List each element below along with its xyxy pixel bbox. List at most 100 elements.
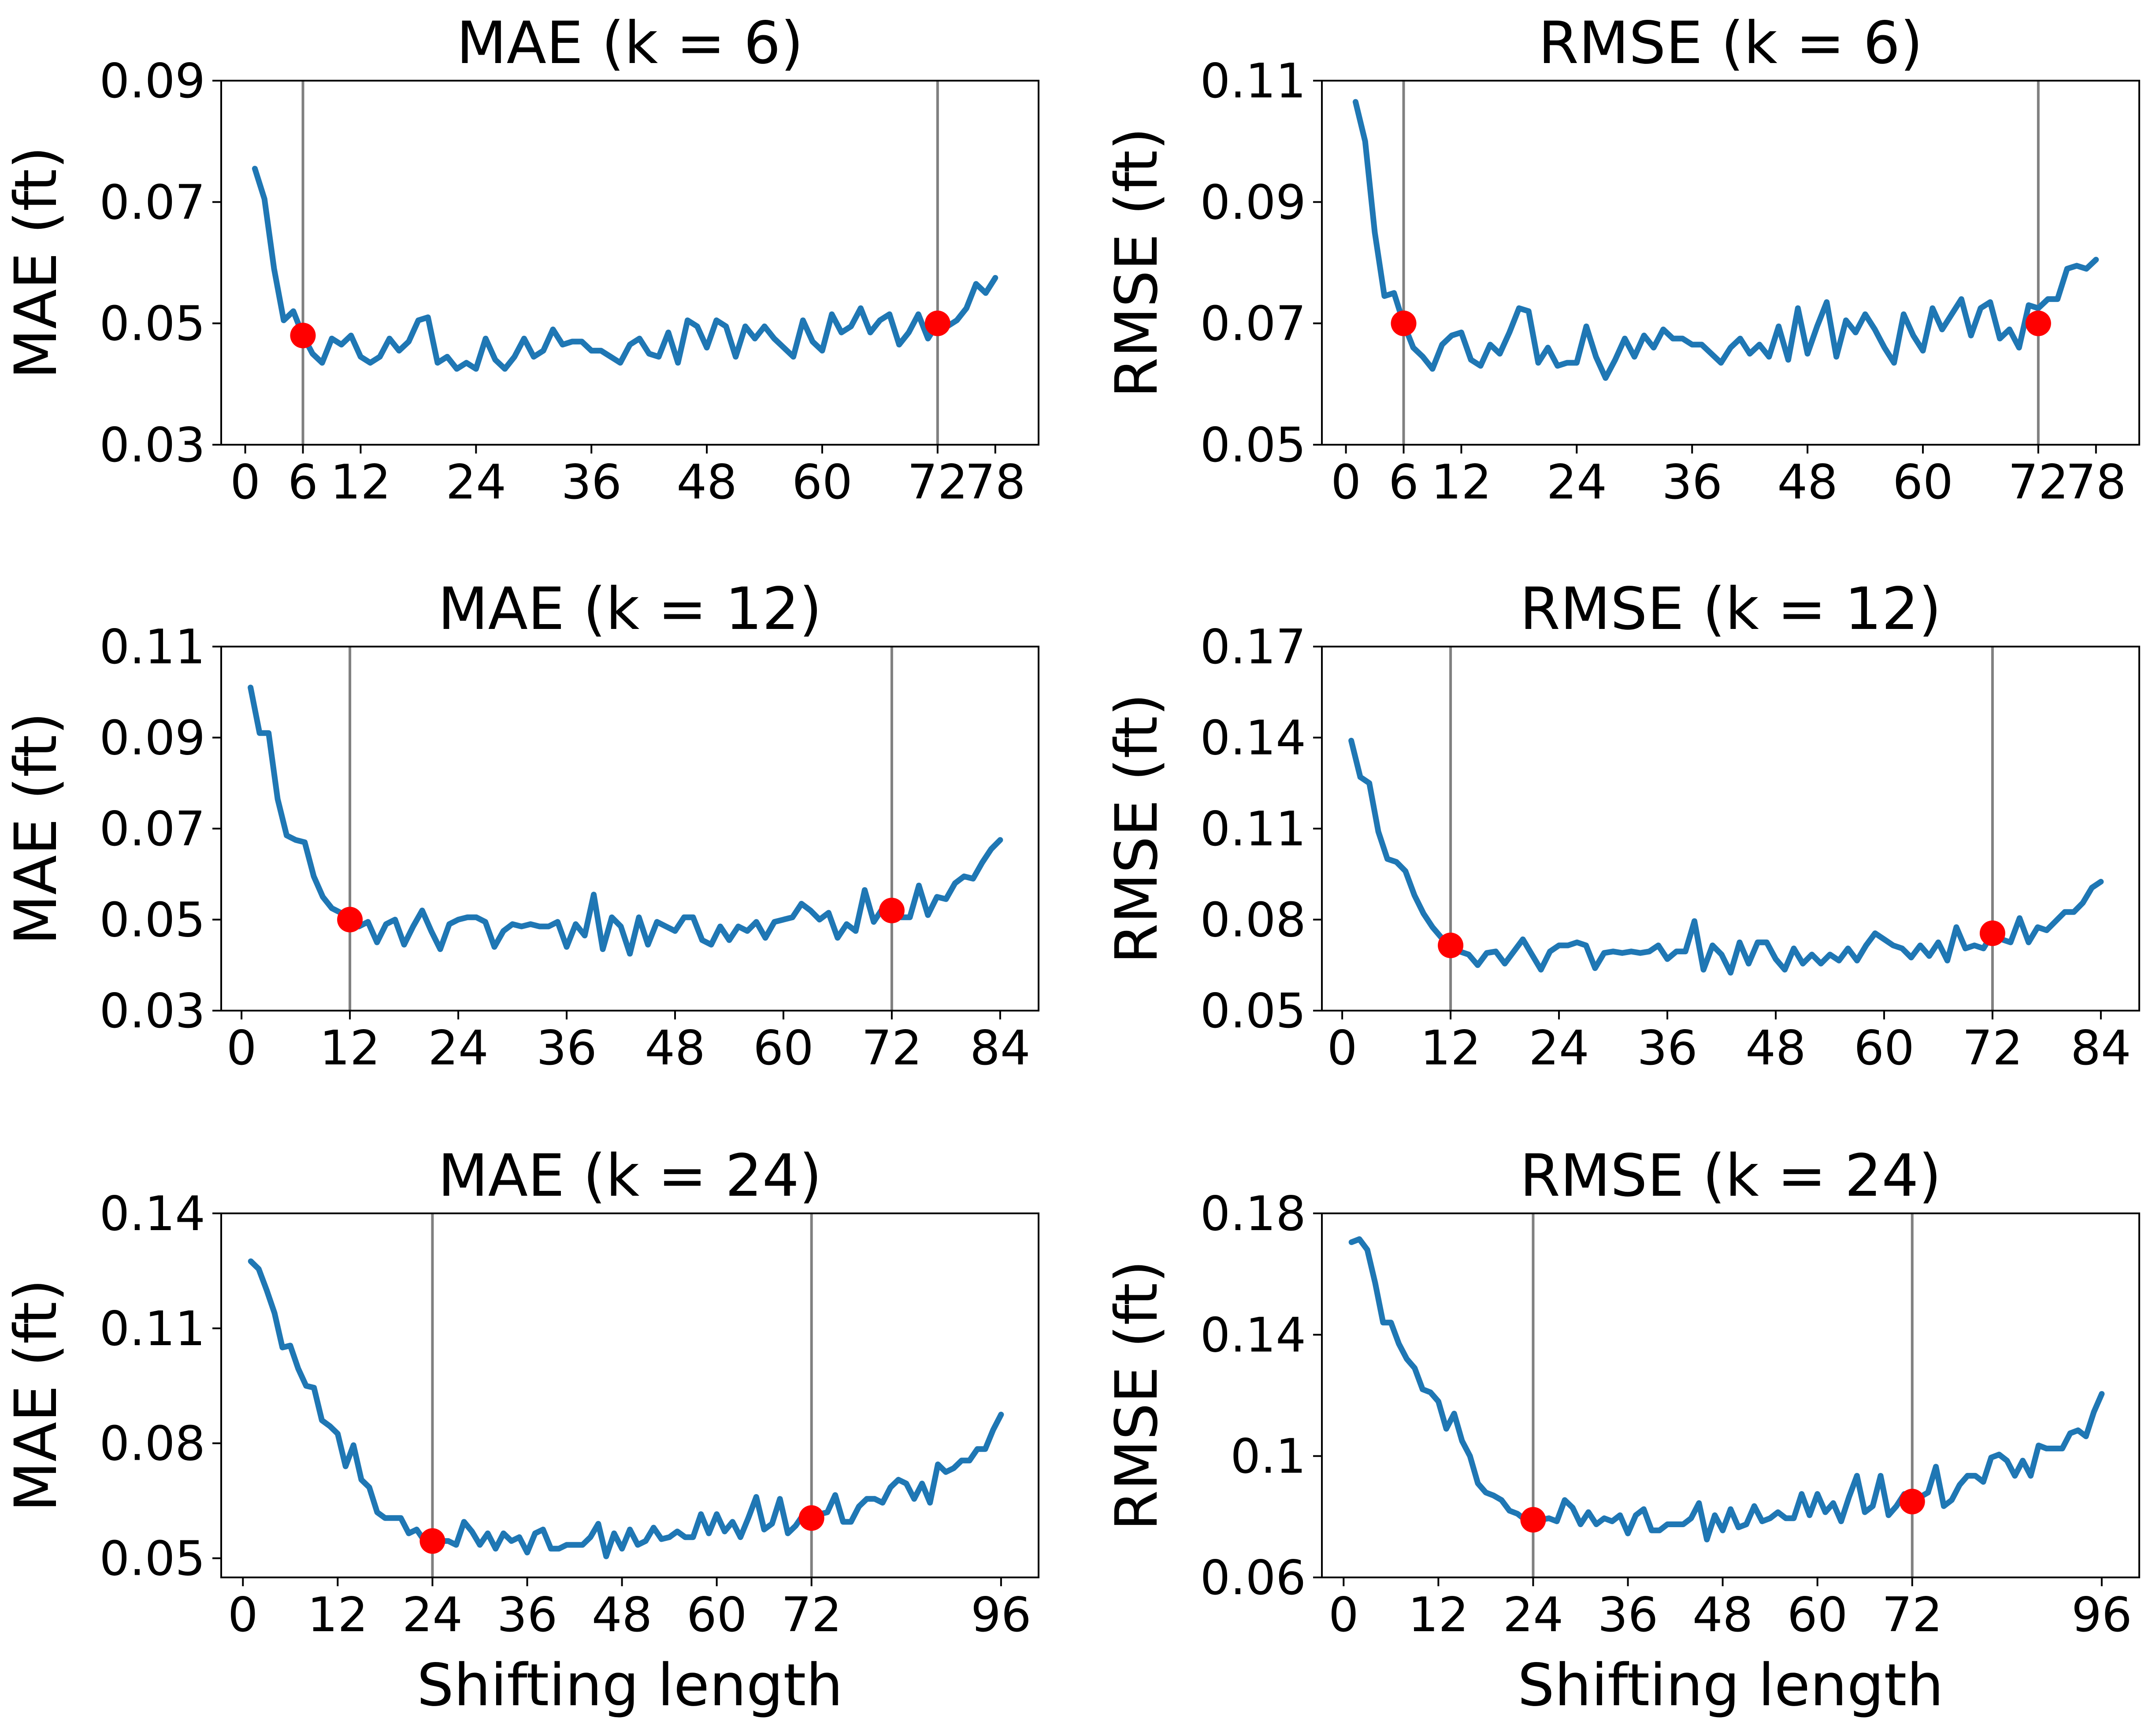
x-tick-label: 36	[536, 1021, 597, 1076]
x-tick-label: 60	[1787, 1588, 1848, 1643]
y-axis-label: RMSE (ft)	[1103, 127, 1171, 398]
y-tick-label: 0.1	[1230, 1429, 1306, 1484]
y-tick-label: 0.14	[100, 1186, 205, 1242]
x-tick-label: 48	[1745, 1021, 1806, 1076]
y-tick-label: 0.17	[1200, 620, 1306, 675]
x-tick-label: 60	[792, 455, 852, 510]
axes-frame	[1321, 80, 2140, 446]
x-tick-label: 12	[1408, 1588, 1469, 1643]
highlight-marker	[1979, 920, 2005, 946]
x-tick-label: 96	[2071, 1588, 2132, 1643]
y-tick-label: 0.05	[100, 1532, 205, 1587]
x-tick-label: 0	[228, 1588, 258, 1643]
highlight-marker	[1899, 1488, 1925, 1514]
y-tick-label: 0.11	[100, 620, 205, 675]
x-tick-label: 36	[1598, 1588, 1658, 1643]
x-tick-label: 78	[2066, 455, 2126, 510]
y-tick-label: 0.05	[1200, 984, 1306, 1039]
y-tick-label: 0.07	[100, 175, 205, 230]
chart-title: MAE (k = 12)	[438, 575, 822, 643]
x-tick-label: 0	[230, 455, 260, 510]
x-tick-label: 0	[1328, 1588, 1359, 1643]
y-tick-label: 0.03	[100, 418, 205, 473]
y-tick-label: 0.05	[100, 297, 205, 352]
highlight-marker	[290, 323, 316, 349]
y-tick-label: 0.05	[100, 893, 205, 948]
y-tick-label: 0.18	[1200, 1186, 1306, 1242]
series-line	[248, 1258, 1004, 1559]
chart-panel-6: 0 12 24 36 48 60 72 96 0.06 0.1 0.14 0.18 RMSE (k = …	[1103, 1142, 2140, 1719]
x-tick-label: 48	[1777, 455, 1837, 510]
y-axis-label: RMSE (ft)	[1103, 693, 1171, 964]
y-tick-label: 0.07	[100, 802, 205, 857]
x-tick-label: 48	[1692, 1588, 1753, 1643]
x-tick-label: 60	[1893, 455, 1953, 510]
series-line	[252, 166, 998, 372]
chart-title: MAE (k = 24)	[438, 1142, 822, 1210]
x-tick-label: 6	[1388, 455, 1419, 510]
axes-frame	[220, 80, 1039, 446]
x-tick-label: 24	[1529, 1021, 1589, 1076]
x-tick-label: 6	[288, 455, 318, 510]
x-tick-label: 0	[1327, 1021, 1358, 1076]
x-tick-label: 72	[781, 1588, 842, 1643]
x-tick-label: 12	[1420, 1021, 1481, 1076]
highlight-marker	[879, 897, 905, 923]
highlight-marker	[1438, 933, 1464, 959]
chart-panel-4: 0 12 24 36 48 60 72 84 0.05 0.08 0.11 0.14 0.17 RMSE …	[1103, 575, 2140, 1076]
x-tick-label: 36	[561, 455, 621, 510]
y-axis-label: MAE (ft)	[2, 1279, 70, 1512]
x-tick-label: 24	[1547, 455, 1607, 510]
y-axis-label: MAE (ft)	[2, 146, 70, 379]
y-tick-label: 0.11	[100, 1302, 205, 1357]
x-tick-label: 60	[753, 1021, 813, 1076]
highlight-marker	[798, 1505, 824, 1531]
x-tick-label: 24	[446, 455, 506, 510]
y-tick-label: 0.09	[100, 711, 205, 766]
series-line	[1348, 1236, 2105, 1543]
y-axis-label: MAE (ft)	[2, 712, 70, 945]
y-axis-label: RMSE (ft)	[1103, 1260, 1171, 1531]
y-tick-label: 0.09	[1200, 175, 1306, 230]
x-tick-label: 84	[970, 1021, 1030, 1076]
chart-panel-3: 0 12 24 36 48 60 72 84 0.03 0.05 0.07 0.09 0.11 MAE (…	[2, 575, 1039, 1076]
y-tick-label: 0.11	[1200, 54, 1306, 109]
x-tick-label: 24	[428, 1021, 488, 1076]
x-tick-label: 12	[1431, 455, 1492, 510]
y-tick-label: 0.07	[1200, 297, 1306, 352]
y-tick-label: 0.05	[1200, 418, 1306, 473]
x-tick-label: 60	[687, 1588, 747, 1643]
x-tick-label: 12	[330, 455, 391, 510]
x-tick-label: 48	[645, 1021, 705, 1076]
x-tick-label: 36	[497, 1588, 557, 1643]
x-tick-label: 72	[907, 455, 968, 510]
highlight-marker	[419, 1528, 445, 1554]
y-tick-label: 0.06	[1200, 1551, 1306, 1606]
chart-title: RMSE (k = 6)	[1538, 9, 1923, 77]
x-tick-label: 72	[2008, 455, 2068, 510]
highlight-marker	[1520, 1507, 1546, 1533]
x-axis-label: Shifting length	[1518, 1651, 1944, 1719]
x-tick-label: 12	[308, 1588, 368, 1643]
series-line	[248, 684, 1003, 957]
x-tick-label: 72	[1882, 1588, 1942, 1643]
x-tick-label: 60	[1854, 1021, 1914, 1076]
x-tick-label: 78	[965, 455, 1025, 510]
x-tick-label: 36	[1662, 455, 1722, 510]
highlight-marker	[1391, 310, 1417, 336]
y-tick-label: 0.08	[1200, 893, 1306, 948]
y-tick-label: 0.11	[1200, 802, 1306, 857]
y-tick-label: 0.14	[1200, 1308, 1306, 1363]
x-tick-label: 24	[402, 1588, 463, 1643]
x-axis-label: Shifting length	[417, 1651, 843, 1719]
highlight-marker	[337, 907, 363, 933]
chart-title: MAE (k = 6)	[456, 9, 804, 77]
chart-panel-5: 0 12 24 36 48 60 72 96 0.05 0.08 0.11 0.14 MAE (k = …	[2, 1142, 1039, 1719]
x-tick-label: 72	[861, 1021, 922, 1076]
x-tick-label: 72	[1962, 1021, 2022, 1076]
x-tick-label: 84	[2071, 1021, 2131, 1076]
series-line	[1348, 737, 2104, 976]
